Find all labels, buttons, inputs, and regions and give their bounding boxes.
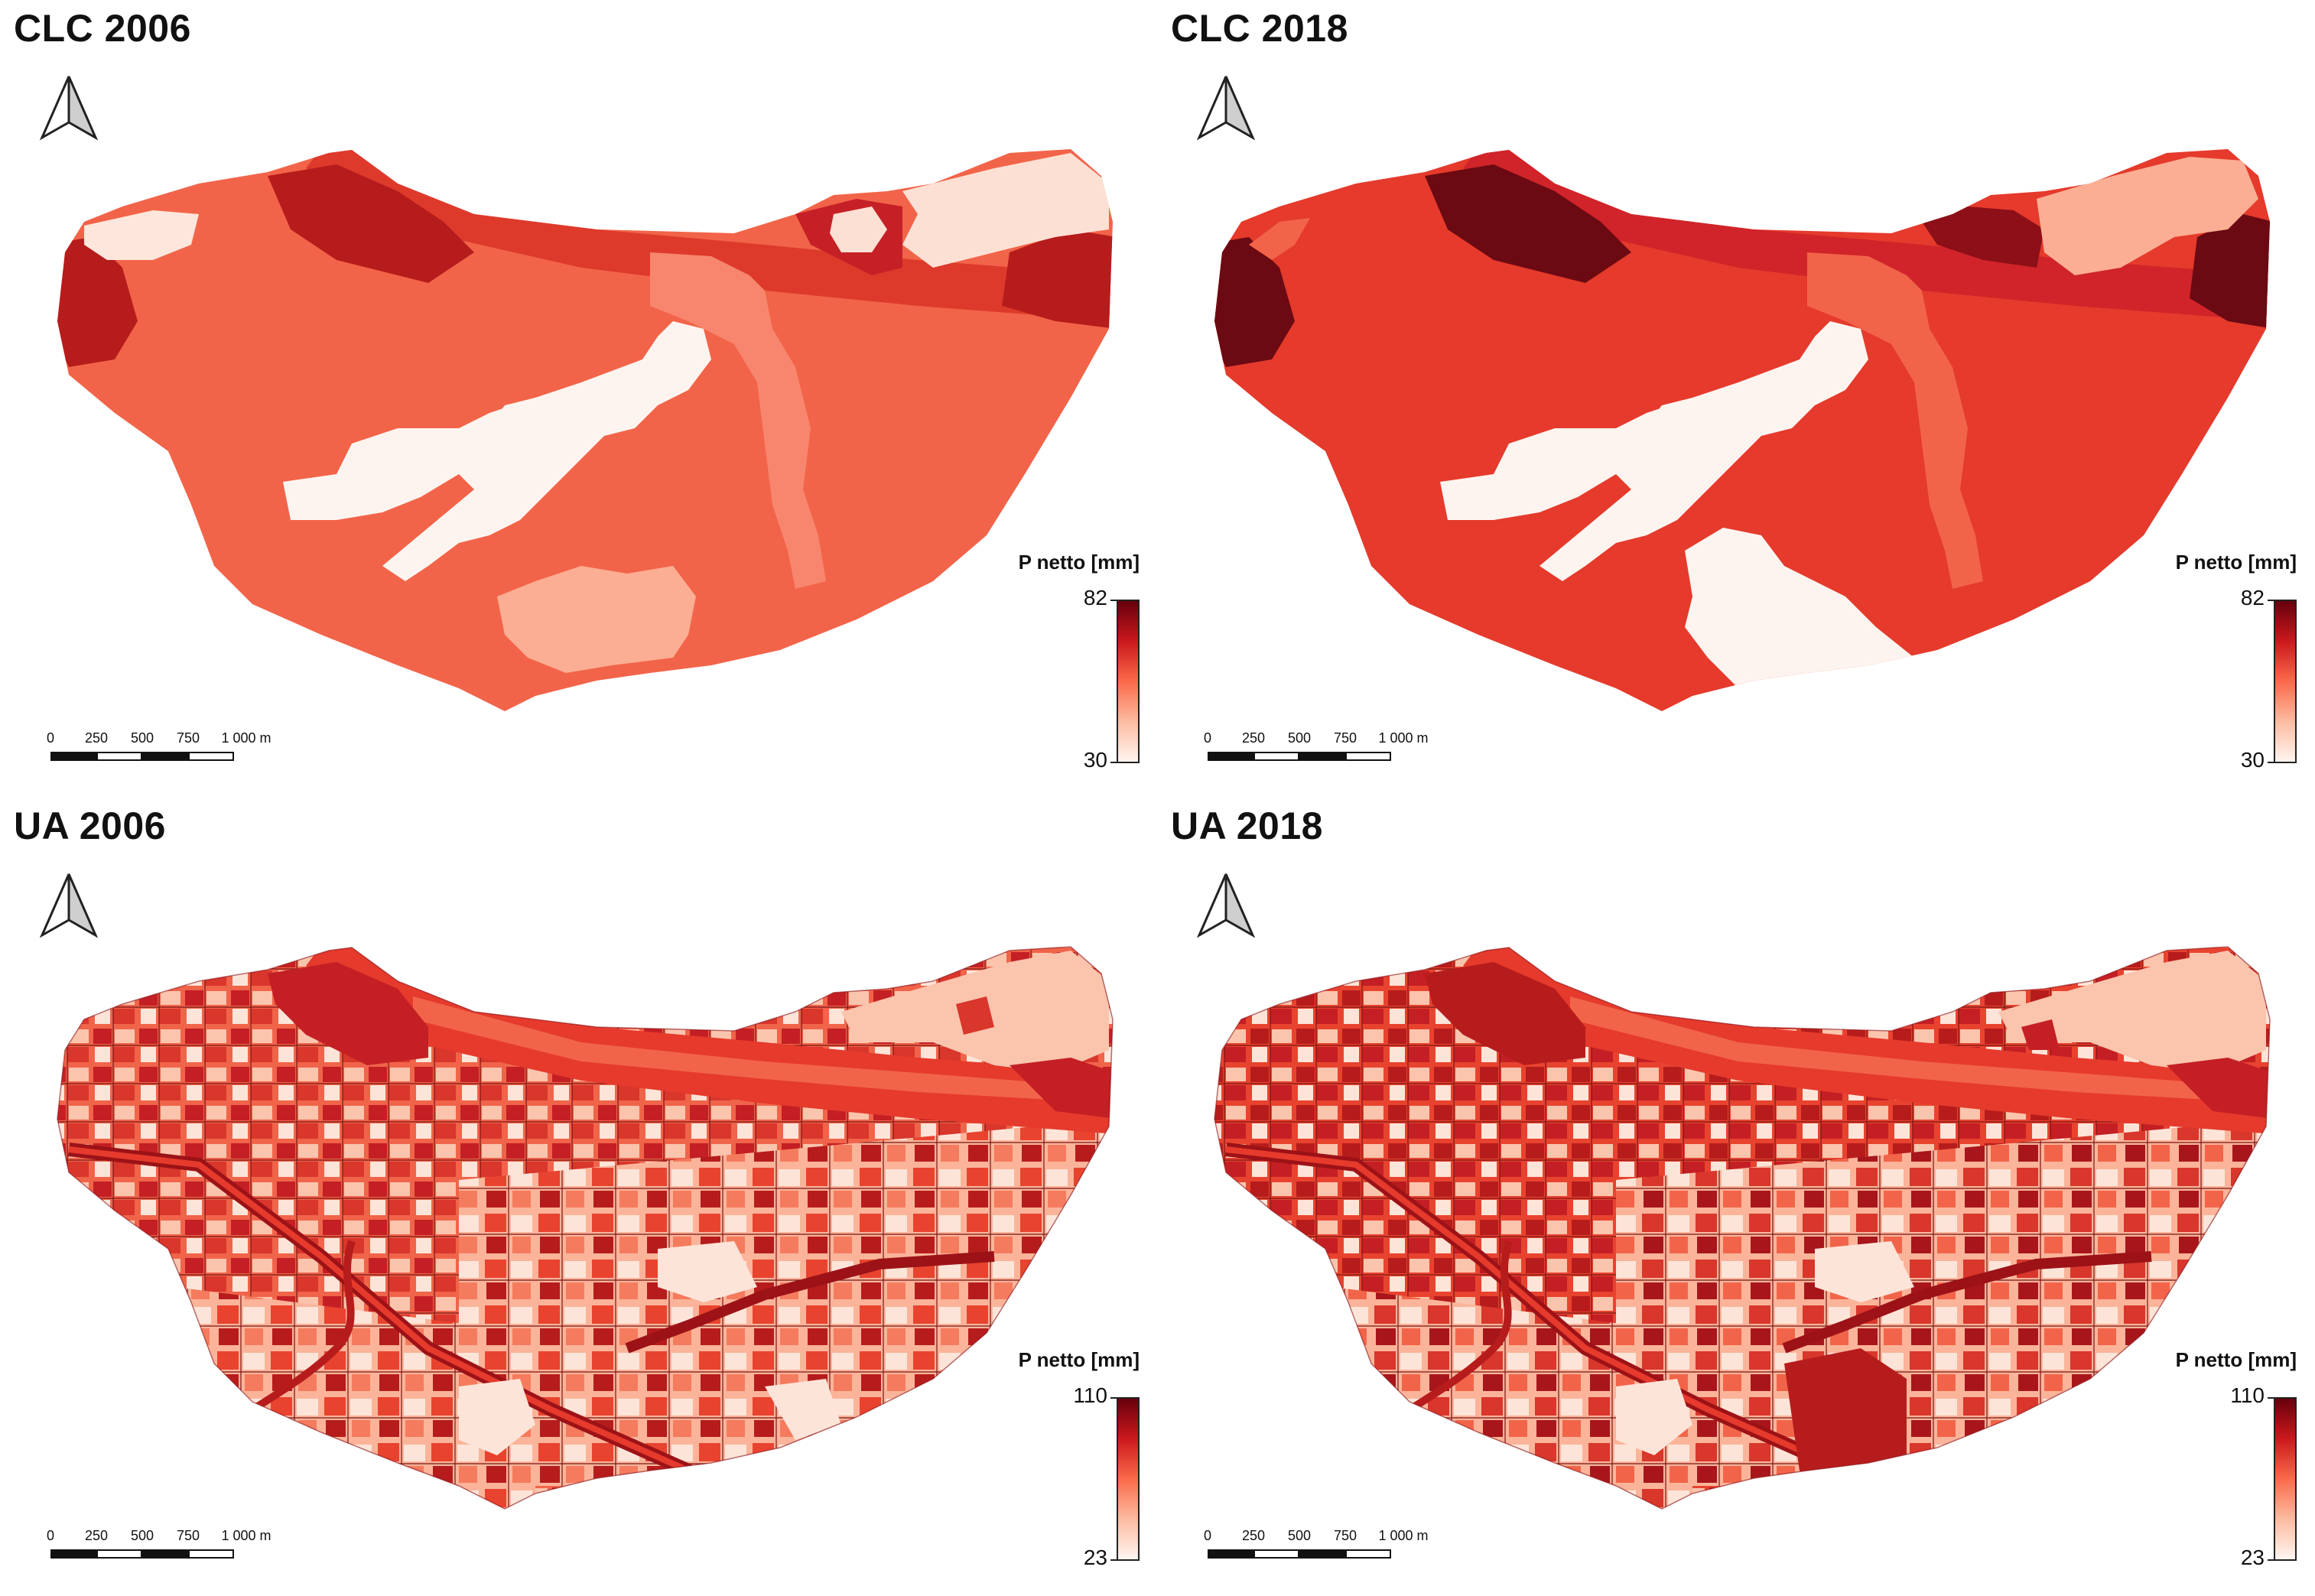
legend: P netto [mm] 110 23	[956, 1348, 1155, 1578]
legend-max-label: 110	[1073, 1383, 1107, 1407]
legend-min-label: 30	[2240, 748, 2265, 772]
legend: P netto [mm] 82 30	[2113, 551, 2312, 780]
scale-segment	[1253, 1549, 1299, 1559]
map-title: UA 2006	[14, 805, 166, 847]
legend-max-label: 110	[2230, 1383, 2265, 1407]
scale-label-750: 750	[176, 730, 200, 746]
north-arrow-icon	[1196, 76, 1256, 141]
legend-title: P netto [mm]	[1018, 1348, 1140, 1371]
north-arrow-icon	[39, 873, 99, 938]
scale-label-250: 250	[1241, 730, 1266, 746]
legend-color-ramp	[2274, 600, 2297, 763]
legend-title: P netto [mm]	[2175, 551, 2297, 574]
legend-title: P netto [mm]	[2175, 1348, 2297, 1371]
scale-segment	[1345, 1549, 1391, 1559]
scale-bar: 0 250 500 750 1 000 m	[1203, 730, 1429, 776]
north-arrow-icon	[39, 76, 99, 141]
scale-segment	[96, 752, 142, 761]
scale-label-1000: 1 000 m	[221, 1528, 271, 1543]
scale-label-500: 500	[1287, 730, 1312, 746]
legend-title: P netto [mm]	[1018, 551, 1140, 574]
scale-segment	[142, 752, 188, 761]
legend-color-ramp	[1117, 1397, 1140, 1561]
scale-label-250: 250	[1241, 1528, 1266, 1543]
legend-tick-min	[1110, 762, 1118, 763]
map-title: CLC 2018	[1171, 7, 1348, 50]
legend-tick-max	[1110, 1397, 1118, 1399]
scale-segment	[1253, 752, 1299, 761]
legend-min-label: 23	[1083, 1546, 1107, 1569]
scale-segment	[50, 1549, 96, 1559]
legend-max-label: 82	[2240, 586, 2265, 609]
scale-label-0: 0	[1203, 1528, 1212, 1543]
scale-label-1000: 1 000 m	[221, 730, 271, 746]
north-arrow-icon	[1196, 873, 1256, 938]
scale-label-250: 250	[84, 1528, 109, 1543]
legend-tick-min	[1110, 1559, 1118, 1561]
scale-segment	[1299, 1549, 1345, 1559]
legend-tick-max	[2268, 600, 2275, 601]
map-area	[57, 946, 1114, 1510]
scale-label-0: 0	[1203, 730, 1212, 746]
map-area	[1214, 149, 2270, 711]
scale-label-1000: 1 000 m	[1378, 730, 1429, 746]
scale-label-500: 500	[130, 730, 154, 746]
scale-segment	[142, 1549, 188, 1559]
scale-segment	[1345, 752, 1391, 761]
scale-label-0: 0	[46, 730, 55, 746]
scale-label-0: 0	[46, 1528, 55, 1543]
scale-label-500: 500	[130, 1528, 154, 1543]
scale-label-750: 750	[176, 1528, 200, 1543]
scale-label-750: 750	[1333, 1528, 1357, 1543]
map-title: CLC 2006	[14, 7, 191, 50]
scale-segment	[50, 752, 96, 761]
legend-color-ramp	[2274, 1397, 2297, 1561]
scale-bar: 0 250 500 750 1 000 m	[1203, 1528, 1429, 1574]
scale-label-750: 750	[1333, 730, 1357, 746]
scale-segment	[1208, 752, 1253, 761]
map-panel-clc-2006: CLC 2006 P netto [mm] 82 30 0 250 500 75…	[0, 0, 1157, 798]
legend: P netto [mm] 82 30	[956, 551, 1155, 780]
scale-label-250: 250	[84, 730, 109, 746]
legend-min-label: 30	[1083, 748, 1107, 772]
map-title: UA 2018	[1171, 805, 1323, 847]
scale-segment	[96, 1549, 142, 1559]
legend-tick-max	[2268, 1397, 2275, 1399]
map-area	[57, 149, 1113, 711]
legend-tick-min	[2268, 762, 2275, 763]
legend-tick-min	[2268, 1559, 2275, 1561]
scale-segment	[1208, 1549, 1253, 1559]
scale-label-500: 500	[1287, 1528, 1312, 1543]
map-panel-ua-2006: UA 2006 P netto [mm] 110 23 0 250 500 75…	[0, 798, 1157, 1595]
scale-segment	[188, 1549, 234, 1559]
scale-segment	[188, 752, 234, 761]
legend-color-ramp	[1117, 600, 1140, 763]
map-area	[1214, 946, 2271, 1510]
legend-max-label: 82	[1083, 586, 1107, 609]
map-panel-clc-2018: CLC 2018 P netto [mm] 82 30 0 250 500 75…	[1157, 0, 2314, 798]
legend: P netto [mm] 110 23	[2113, 1348, 2312, 1578]
scale-label-1000: 1 000 m	[1378, 1528, 1429, 1543]
scale-bar: 0 250 500 750 1 000 m	[46, 1528, 271, 1574]
legend-tick-max	[1110, 600, 1118, 601]
legend-min-label: 23	[2240, 1546, 2265, 1569]
scale-bar: 0 250 500 750 1 000 m	[46, 730, 271, 776]
map-panel-ua-2018: UA 2018 P netto [mm] 110 23 0 250 500 75…	[1157, 798, 2314, 1595]
scale-segment	[1299, 752, 1345, 761]
